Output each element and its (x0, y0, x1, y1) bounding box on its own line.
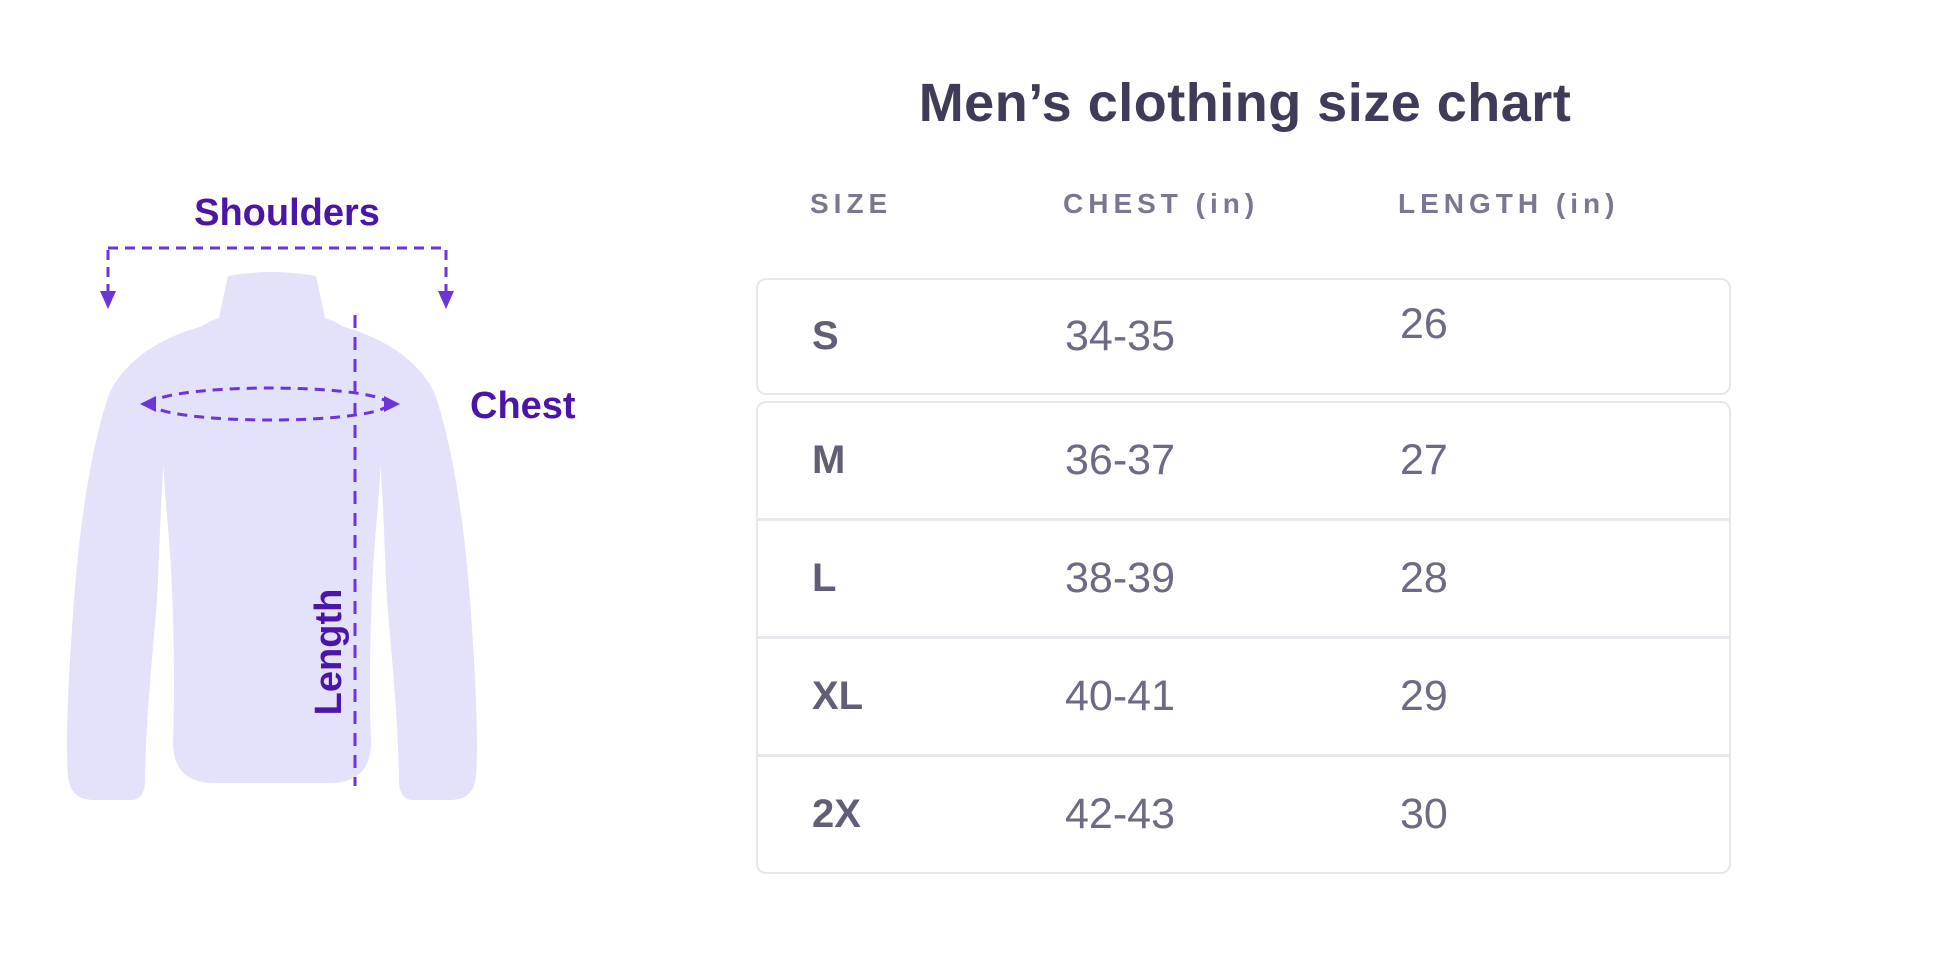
column-header-chest: CHEST (in) (1063, 188, 1260, 219)
shirt-left-sleeve (66, 322, 222, 800)
table-card-s: S 34-35 26 (756, 278, 1731, 395)
table-card-rest: M 36-37 27 L 38-39 28 XL 40-41 29 2X 42-… (756, 401, 1731, 874)
cell-length: 28 (1400, 554, 1448, 602)
cell-chest: 36-37 (1065, 436, 1175, 484)
cell-size: M (812, 438, 846, 482)
column-header-size: SIZE (810, 188, 893, 219)
chest-label: Chest (470, 385, 576, 427)
shoulders-arrow-right-icon (438, 291, 454, 309)
table-row: L 38-39 28 (758, 518, 1729, 636)
cell-length: 29 (1400, 672, 1448, 720)
chest-arrow-left-icon (140, 396, 156, 412)
size-chart: Men’s clothing size chart SIZE CHEST (in… (756, 0, 1734, 977)
cell-size: S (812, 314, 839, 358)
shirt-right-sleeve (322, 322, 478, 800)
cell-chest: 42-43 (1065, 790, 1175, 838)
shirt-measurement-diagram: Shoulders Chest Length (66, 192, 576, 800)
cell-chest: 40-41 (1065, 672, 1175, 720)
shoulders-arrow-left-icon (100, 291, 116, 309)
chest-arrow-right-icon (384, 396, 400, 412)
table-row: S 34-35 26 (758, 300, 1729, 361)
cell-length: 30 (1400, 790, 1448, 838)
table-row: M 36-37 27 (758, 403, 1729, 518)
cell-length: 27 (1400, 436, 1448, 484)
column-header-length: LENGTH (in) (1398, 188, 1620, 219)
table-row: 2X 42-43 30 (758, 754, 1729, 872)
shirt-torso (162, 272, 382, 783)
cell-size: L (812, 556, 837, 600)
shoulders-bracket (106, 246, 448, 292)
length-label: Length (308, 589, 350, 716)
shirt-silhouette (66, 272, 478, 800)
page-title: Men’s clothing size chart (918, 73, 1572, 133)
cell-length: 26 (1400, 300, 1448, 348)
cell-size: 2X (812, 792, 861, 836)
cell-size: XL (812, 674, 864, 718)
cell-chest: 34-35 (1065, 312, 1175, 360)
table-header-row: SIZE CHEST (in) LENGTH (in) (756, 188, 1734, 220)
table-row: XL 40-41 29 (758, 636, 1729, 754)
shoulders-label: Shoulders (194, 192, 380, 234)
cell-chest: 38-39 (1065, 554, 1175, 602)
